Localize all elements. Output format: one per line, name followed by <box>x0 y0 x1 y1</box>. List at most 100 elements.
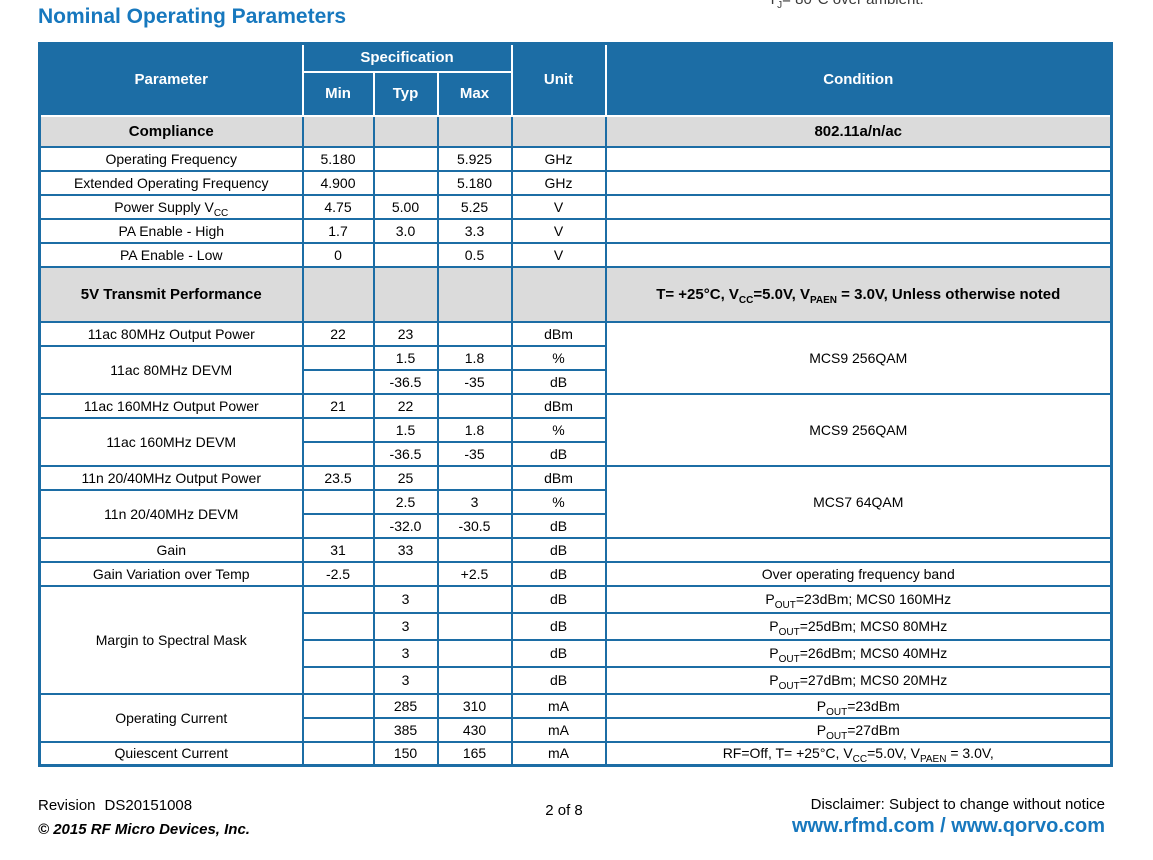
page-number: 2 of 8 <box>545 802 583 819</box>
copyright: © 2015 RF Micro Devices, Inc. <box>38 821 250 838</box>
cell-parameter: Margin to Spectral Mask <box>38 584 304 695</box>
cell-typ: 3 <box>372 611 439 641</box>
cell-min <box>301 692 375 719</box>
cell-min <box>301 368 375 395</box>
cell-min <box>301 584 375 614</box>
cell-unit: dB <box>510 665 607 695</box>
cell-min <box>301 638 375 668</box>
cell-min <box>301 611 375 641</box>
cell-typ: 1.5 <box>372 416 439 443</box>
cell-min: 4.900 <box>301 169 375 196</box>
table-row: 3 dB POUT=25dBm; MCS0 80MHz <box>40 611 1113 641</box>
cell-condition: MCS7 64QAM <box>604 464 1113 539</box>
table-row: -36.5 -35 dB <box>40 368 1112 395</box>
website-links[interactable]: www.rfmd.com / www.qorvo.com <box>792 815 1105 837</box>
section-row-compliance: Compliance 802.11a/n/ac <box>38 114 1113 148</box>
cell-unit: dBm <box>510 320 607 347</box>
col-header-min: Min <box>301 71 375 117</box>
revision-line: Revision DS20151008 <box>38 797 192 814</box>
cell-parameter: Operating Frequency <box>38 145 304 172</box>
col-header-condition: Condition <box>604 42 1113 117</box>
table-row: Margin to Spectral Mask 3 dB POUT=23dBm;… <box>38 584 1113 695</box>
cell-condition <box>604 145 1113 172</box>
cell-typ: 23 <box>372 320 439 347</box>
table-row: Power Supply VCC 4.75 5.00 5.25 V <box>38 193 1113 220</box>
cell-condition <box>604 169 1113 196</box>
cell-condition: POUT=26dBm; MCS0 40MHz <box>604 638 1113 668</box>
nominal-operating-parameters-table: Parameter Specification Unit Condition M… <box>38 42 1113 767</box>
cell-condition: Over operating frequency band <box>604 560 1113 587</box>
cell-unit: dB <box>510 536 607 563</box>
table-row: -32.0 -30.5 dB <box>40 512 1112 539</box>
disclaimer: Disclaimer: Subject to change without no… <box>810 796 1105 813</box>
col-header-typ: Typ <box>372 71 439 117</box>
cell-min <box>301 416 375 443</box>
cell-typ: 3.0 <box>372 217 439 244</box>
cell-unit: GHz <box>510 169 607 196</box>
cell-parameter: Gain Variation over Temp <box>38 560 304 587</box>
cell-min <box>301 344 375 371</box>
cell-unit: dB <box>510 440 607 467</box>
cell-condition: POUT=27dBm <box>604 716 1113 743</box>
cell-min <box>301 740 375 767</box>
cell-typ: 1.5 <box>372 344 439 371</box>
cell-min: 22 <box>301 320 375 347</box>
cell-typ: -36.5 <box>372 440 439 467</box>
cell-unit: % <box>510 488 607 515</box>
cell-max <box>436 638 513 668</box>
cell-typ: 3 <box>372 638 439 668</box>
cell-max <box>436 114 513 148</box>
cell-min <box>301 440 375 467</box>
cell-typ: 33 <box>372 536 439 563</box>
cell-typ <box>372 145 439 172</box>
table-row: 3 dB POUT=27dBm; MCS0 20MHz <box>40 665 1113 695</box>
table-row: Operating Current 285 310 mA POUT=23dBm <box>38 692 1113 743</box>
cell-unit: dB <box>510 368 607 395</box>
cell-condition: POUT=23dBm <box>604 692 1113 719</box>
cell-max <box>436 611 513 641</box>
cell-condition: POUT=25dBm; MCS0 80MHz <box>604 611 1113 641</box>
cell-parameter: 11n 20/40MHz Output Power <box>38 464 304 491</box>
table-row: 11ac 80MHz DEVM 1.5 1.8 % <box>38 344 1112 395</box>
cell-typ: 25 <box>372 464 439 491</box>
cell-parameter: 11ac 160MHz DEVM <box>38 416 304 467</box>
cell-unit: mA <box>510 740 607 767</box>
table-row: 11ac 160MHz Output Power 21 22 dBm MCS9 … <box>38 392 1113 467</box>
cell-unit: dB <box>510 638 607 668</box>
cell-min: 21 <box>301 392 375 419</box>
cell-condition: MCS9 256QAM <box>604 320 1113 395</box>
cell-min: 5.180 <box>301 145 375 172</box>
cell-parameter: Compliance <box>38 114 304 148</box>
cell-condition: MCS9 256QAM <box>604 392 1113 467</box>
cell-min <box>301 512 375 539</box>
header-row-1: Parameter Specification Unit Condition <box>38 42 1113 117</box>
cell-parameter: PA Enable - High <box>38 217 304 244</box>
cell-max: -35 <box>436 368 513 395</box>
cell-max: 3.3 <box>436 217 513 244</box>
cell-unit: dB <box>510 584 607 614</box>
cell-unit: % <box>510 344 607 371</box>
col-header-unit: Unit <box>510 42 607 117</box>
col-header-parameter: Parameter <box>38 42 304 117</box>
table-row: 385 430 mA POUT=27dBm <box>40 716 1113 743</box>
cell-typ: -32.0 <box>372 512 439 539</box>
cell-unit: mA <box>510 692 607 719</box>
cell-condition: 802.11a/n/ac <box>604 114 1113 148</box>
cell-condition <box>604 241 1113 268</box>
cell-min: 23.5 <box>301 464 375 491</box>
revision-label: Revision <box>38 797 96 814</box>
cell-max: 5.180 <box>436 169 513 196</box>
cell-typ <box>372 560 439 587</box>
cell-condition <box>604 193 1113 220</box>
cell-condition: T= +25°C, VCC=5.0V, VPAEN = 3.0V, Unless… <box>604 265 1113 323</box>
cell-unit: V <box>510 193 607 220</box>
cell-max: -35 <box>436 440 513 467</box>
cell-parameter: Gain <box>38 536 304 563</box>
cell-unit: V <box>510 217 607 244</box>
cell-max <box>436 392 513 419</box>
cell-max <box>436 584 513 614</box>
cell-typ: 5.00 <box>372 193 439 220</box>
cell-max: 1.8 <box>436 344 513 371</box>
cell-typ: 3 <box>372 584 439 614</box>
cell-min: 0 <box>301 241 375 268</box>
